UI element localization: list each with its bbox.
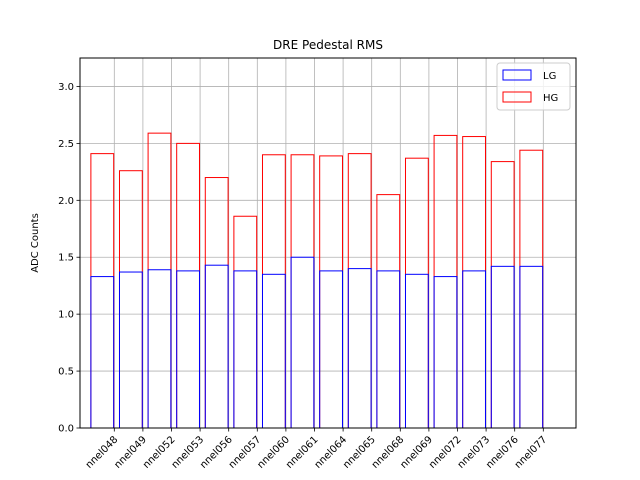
y-tick-label: 1.5 xyxy=(58,253,74,264)
chart-title: DRE Pedestal RMS xyxy=(273,38,383,52)
bar-lg xyxy=(204,264,229,429)
legend-label-hg: HG xyxy=(543,93,558,104)
bar-hg xyxy=(90,153,115,429)
bar-hg xyxy=(290,154,315,429)
bar-hg xyxy=(347,153,372,429)
legend-label-lg: LG xyxy=(543,71,556,82)
bar-hg xyxy=(462,136,486,429)
bar-lg xyxy=(376,270,401,429)
plot-frame xyxy=(79,57,577,429)
x-axis-ticks: nnel048nnel049nnel052nnel053nnel056nnel0… xyxy=(84,428,549,471)
y-axis-ticks: 0.0 0.5 1.0 1.5 2.0 2.5 3.0 xyxy=(58,82,80,435)
bar-lg xyxy=(176,270,200,429)
bar-lg xyxy=(233,270,258,429)
y-tick-label: 3.0 xyxy=(58,82,74,93)
legend-swatch-hg xyxy=(502,91,532,103)
bar-hg xyxy=(519,149,544,429)
bar-hg xyxy=(261,154,286,429)
bar-hg xyxy=(319,155,343,429)
y-tick-label: 2.0 xyxy=(58,196,74,207)
bar-hg xyxy=(147,132,172,429)
bar-lg xyxy=(347,268,372,429)
hg-bars xyxy=(90,132,544,429)
bar-lg xyxy=(433,276,458,429)
legend-box xyxy=(496,62,571,111)
legend: LG HG xyxy=(496,62,571,111)
bar-lg xyxy=(462,270,486,429)
bar-hg xyxy=(376,194,401,429)
legend-swatch-lg xyxy=(502,69,532,81)
bar-hg xyxy=(404,157,429,429)
grid-lines xyxy=(80,58,576,429)
bar-hg xyxy=(118,170,143,429)
bar-lg xyxy=(404,273,429,429)
bar-lg xyxy=(261,273,286,429)
bar-lg xyxy=(519,265,544,429)
bar-lg xyxy=(118,271,143,429)
y-axis-label: ADC Counts xyxy=(30,213,41,273)
y-tick-label: 0.0 xyxy=(58,424,74,435)
bar-hg xyxy=(433,134,458,429)
lg-bars xyxy=(90,256,544,429)
bar-hg xyxy=(233,215,258,429)
bar-hg xyxy=(204,177,229,429)
bar-lg xyxy=(90,276,115,429)
bar-lg xyxy=(147,269,172,429)
bar-lg xyxy=(319,270,343,429)
y-tick-label: 2.5 xyxy=(58,139,74,150)
y-tick-label: 1.0 xyxy=(58,310,74,321)
bar-hg xyxy=(490,161,515,429)
bar-lg xyxy=(290,256,315,429)
bar-hg xyxy=(176,142,200,429)
bar-lg xyxy=(490,265,515,429)
y-tick-label: 0.5 xyxy=(58,367,74,378)
